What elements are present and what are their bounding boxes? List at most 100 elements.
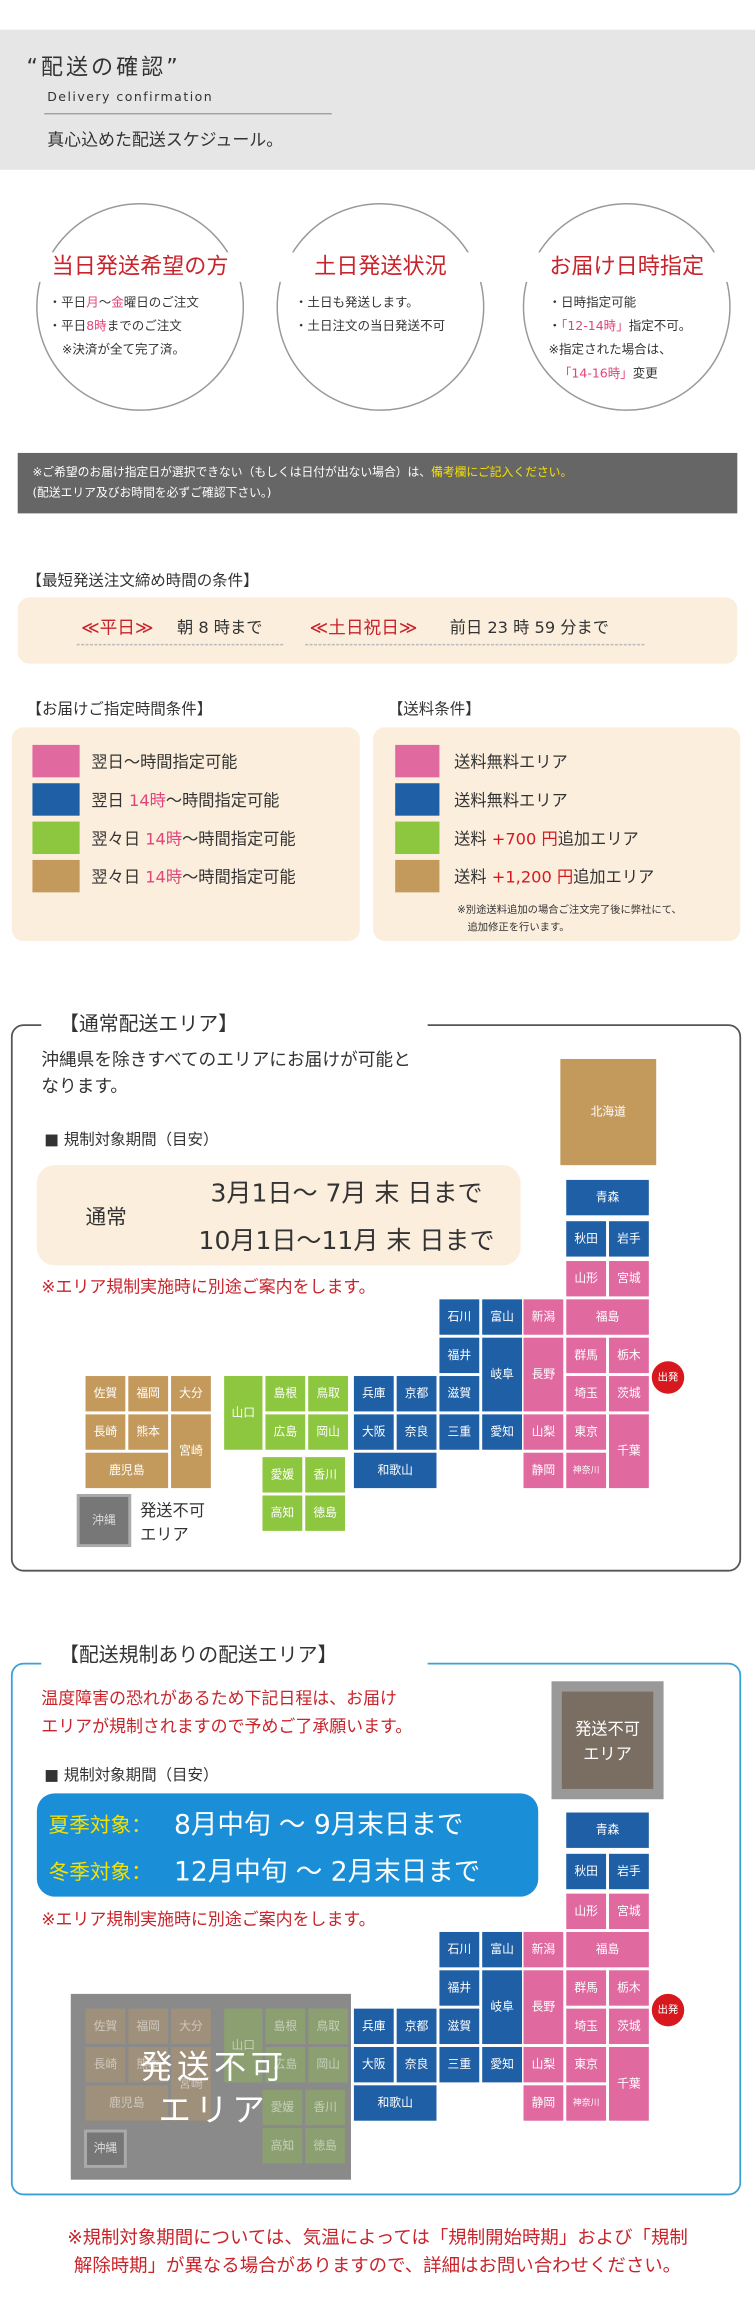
prefecture-tile (265, 1414, 306, 1450)
section-heading: 【配送規制ありの配送エリア】 (59, 1644, 337, 1667)
prefecture-name: 新潟 (532, 1942, 556, 1956)
prefecture-name: 鹿児島 (109, 2096, 145, 2110)
prefecture-tile (482, 1299, 523, 1335)
circle-line-part: 月 (86, 294, 99, 309)
prefecture-tile (439, 1931, 480, 1968)
prefecture-tile (523, 1337, 564, 1412)
prefecture-name: 青森 (596, 1823, 620, 1837)
prefecture-name: 愛媛 (271, 2100, 295, 2114)
condition-text: 翌々日 14時～時間指定可能 (91, 829, 295, 848)
prefecture-name: 山口 (232, 2038, 256, 2052)
condition-text-part: 翌々日 (91, 867, 145, 886)
prefecture-name: 栃木 (617, 1980, 641, 1994)
condition-text-part: 翌日 (91, 790, 129, 809)
intro-line: エリアが規制されますので予めご了承願います。 (41, 1716, 412, 1736)
prefecture-tile (566, 1414, 607, 1450)
prefecture-tile (523, 1414, 564, 1450)
prefecture-tile (523, 1970, 564, 2045)
prefecture-tile (609, 1337, 649, 1374)
prefecture-name: 神奈川 (573, 2097, 600, 2109)
color-swatch (32, 744, 80, 778)
prefecture-name: 静岡 (532, 1463, 556, 1477)
prefecture-name: 島根 (274, 2019, 298, 2033)
prefecture-tile (171, 1414, 211, 1489)
section-title: 【送料条件】 (388, 700, 481, 718)
okinawa-name: 沖縄 (92, 1513, 116, 1527)
color-swatch (32, 783, 80, 816)
prefecture-name: 茨城 (617, 2019, 641, 2033)
period-line: 8月中旬 ～ 9月末日まで (174, 1809, 463, 1840)
prefecture-name: 熊本 (136, 2057, 160, 2071)
area-note: ※エリア規制実施時に別途ご案内をします。 (41, 1909, 375, 1929)
color-swatch (395, 821, 440, 855)
prefecture-name: 愛媛 (271, 1467, 295, 1481)
prefecture-tile (305, 2128, 346, 2164)
intro-line: なります。 (41, 1077, 128, 1097)
prefecture-tile (353, 2085, 437, 2121)
prefecture-name: 長野 (532, 2000, 556, 2014)
circle-title: 土日発送状況 (314, 254, 447, 280)
prefecture-name: 宮崎 (179, 2076, 203, 2090)
circle-line-part: ・土日注文の当日発送不可 (295, 318, 445, 333)
prefecture-name: 兵庫 (362, 1386, 386, 1400)
prefecture-name: 静岡 (532, 2096, 556, 2110)
prefecture-name: 愛知 (490, 2057, 514, 2071)
circle-line-part: 8時 (86, 318, 107, 333)
prefecture-name: 山形 (574, 1271, 598, 1285)
prefecture-tile (566, 1893, 607, 1930)
condition-text: 送料 +700 円追加エリア (454, 829, 639, 848)
area-note: ※エリア規制実施時に別途ご案内をします。 (41, 1277, 375, 1297)
condition-text: 送料無料エリア (454, 752, 568, 771)
prefecture-tile (566, 1337, 607, 1374)
prefecture-name: 徳島 (313, 1506, 337, 1520)
condition-text-part: +700 円 (492, 829, 558, 848)
condition-text-part: 送料 (454, 829, 492, 848)
title-backdrop (41, 1642, 428, 1670)
prefecture-name: 岐阜 (490, 1367, 514, 1381)
prefecture-name: 愛知 (490, 1425, 514, 1439)
shipping-note: ※別途送料追加の場合ご注文完了後に弊社にて、 (457, 903, 682, 916)
prefecture-tile (523, 1452, 564, 1489)
prefecture-tile (566, 1853, 607, 1890)
prefecture-name: 福井 (448, 1980, 472, 1994)
prefecture-name: 宮城 (617, 1271, 641, 1285)
prefecture-name: 香川 (313, 1467, 337, 1481)
prefecture-tile (85, 2085, 169, 2121)
notice-line: (配送エリア及びお時間を必ずご確認下さい。) (32, 485, 271, 499)
prefecture-tile (609, 1853, 649, 1890)
condition-text-part: 14時 (129, 790, 166, 809)
cutoff-box (17, 597, 738, 664)
prefecture-tile (482, 1970, 523, 2045)
prefecture-name: 大分 (179, 2019, 203, 2033)
condition-text-part: 翌日～時間指定可能 (91, 752, 237, 771)
prefecture-name: 大阪 (362, 1425, 386, 1439)
header-subtitle: Delivery confirmation (47, 89, 213, 104)
prefecture-name: 長崎 (94, 1425, 118, 1439)
prefecture-name: 岩手 (617, 1864, 641, 1878)
prefecture-name: 京都 (405, 1386, 429, 1400)
prefecture-tile (85, 1376, 126, 1412)
prefecture-tile (566, 1452, 607, 1489)
circle-line: ・日時指定可能 (549, 294, 637, 309)
prefecture-name: 山梨 (532, 2057, 556, 2071)
circle-line-part: ・ (549, 318, 562, 333)
title-backdrop (22, 252, 259, 282)
prefecture-name: 石川 (448, 1310, 472, 1324)
prefecture-name: 三重 (448, 2057, 472, 2071)
condition-text-part: 送料無料エリア (454, 752, 568, 771)
prefecture-name: 岡山 (316, 2057, 340, 2071)
prefecture-tile (439, 2008, 480, 2045)
unavailable-text: 発送不可 (140, 1501, 205, 1520)
cutoff-label: ≪平日≫ (81, 618, 153, 638)
prefecture-tile (85, 1452, 169, 1489)
condition-box (373, 727, 741, 942)
prefecture-name: 山形 (574, 1904, 598, 1918)
prefecture-name: 栃木 (617, 1348, 641, 1362)
okinawa-tile (76, 1493, 132, 1548)
prefecture-tile (609, 1376, 649, 1412)
cutoff-text: 前日 23 時 59 分まで (450, 618, 609, 637)
prefecture-tile (566, 2046, 607, 2083)
intro-line: 沖縄県を除きすべてのエリアにお届けが可能と (41, 1049, 411, 1070)
prefecture-tile (308, 1376, 349, 1412)
